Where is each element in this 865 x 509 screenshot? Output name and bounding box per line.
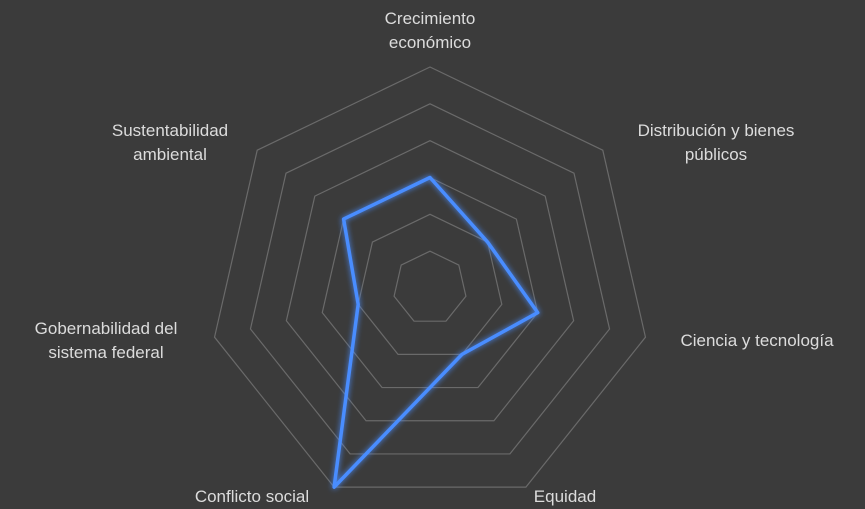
grid-ring <box>213 66 647 488</box>
grid-ring <box>357 213 503 355</box>
axis-label: Equidad <box>533 487 597 506</box>
axis-label: Conflicto social <box>194 487 310 506</box>
axis-label: Sustentabilidad ambiental <box>111 121 229 164</box>
axis-label: Distribución y bienes públicos <box>637 121 795 164</box>
grid-ring <box>249 103 611 455</box>
series-line <box>332 175 540 489</box>
axis-label: Gobernabilidad del sistema federal <box>34 319 178 362</box>
grid-ring <box>393 250 467 322</box>
grid-ring <box>285 140 575 422</box>
axis-label: Ciencia y tecnología <box>680 331 834 350</box>
axis-label: Crecimiento económico <box>384 9 476 52</box>
